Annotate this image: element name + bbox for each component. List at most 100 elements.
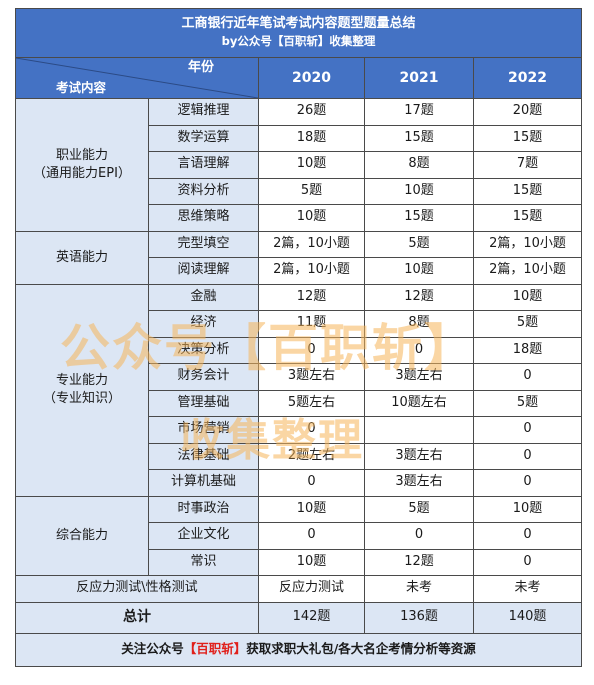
value-cell: 0 — [472, 548, 583, 576]
exam-summary-table: 工商银行近年笔试考试内容题型题量总结 by公众号【百职斩】收集整理 年份 考试内… — [14, 8, 583, 667]
value-cell: 10题 — [258, 204, 365, 232]
year-axis-label: 年份 — [187, 60, 214, 75]
sub-item-label: 思维策略 — [148, 204, 259, 232]
footer-note: 关注公众号【百职斩】获取求职大礼包/各大名企考情分析等资源 — [14, 632, 583, 667]
value-cell: 26题 — [258, 98, 365, 126]
value-cell: 0 — [472, 522, 583, 550]
sub-item-label: 法律基础 — [148, 442, 259, 470]
value-cell: 15题 — [472, 124, 583, 152]
value-cell: 反应力测试 — [258, 575, 365, 603]
year-header-2021: 2021 — [364, 57, 474, 99]
diagonal-header-cell: 年份 考试内容 — [15, 57, 259, 99]
table-row: 市场营销 0 0 — [16, 416, 583, 444]
total-2021: 136题 — [364, 601, 474, 634]
year-header-2022: 2022 — [472, 57, 583, 99]
title-row: 工商银行近年笔试考试内容题型题量总结 by公众号【百职斩】收集整理 — [14, 8, 583, 58]
content-axis-label: 考试内容 — [56, 79, 107, 95]
sub-item-label: 阅读理解 — [148, 257, 259, 285]
table-row: 言语理解 10题 8题 7题 — [16, 151, 583, 179]
value-cell: 18题 — [258, 124, 365, 152]
value-cell: 未考 — [472, 575, 583, 603]
value-cell: 10题 — [258, 495, 365, 523]
title-line1: 工商银行近年笔试考试内容题型题量总结 — [181, 16, 416, 32]
value-cell: 15题 — [364, 124, 474, 152]
year-header-2020: 2020 — [258, 57, 365, 99]
table-row: 经济 11题 8题 5题 — [16, 310, 583, 338]
value-cell: 5题 — [364, 495, 474, 523]
table-row: 思维策略 10题 15题 15题 — [16, 204, 583, 232]
sub-item-label: 决策分析 — [148, 336, 259, 364]
category-label: 综合能力 — [15, 495, 149, 576]
table-row: 计算机基础 0 3题左右 0 — [16, 469, 583, 497]
table-row: 决策分析 0 0 18题 — [16, 336, 583, 364]
value-cell: 10题 — [258, 151, 365, 179]
value-cell: 18题 — [472, 336, 583, 364]
value-cell: 0 — [472, 469, 583, 497]
value-cell: 17题 — [364, 98, 474, 126]
value-cell: 15题 — [472, 204, 583, 232]
category-label: 职业能力 （通用能力EPI） — [15, 98, 149, 232]
value-cell: 12题 — [364, 283, 474, 311]
total-row: 总计 142题 136题 140题 — [15, 601, 583, 634]
value-cell: 3题左右 — [258, 363, 365, 391]
category-label: 英语能力 — [15, 230, 149, 285]
footer-brand: 【百职斩】 — [183, 641, 247, 657]
value-cell: 5题 — [472, 310, 583, 338]
value-cell: 0 — [364, 336, 474, 364]
value-cell: 3题左右 — [364, 442, 474, 470]
footer-post: 获取求职大礼包/各大名企考情分析等资源 — [246, 641, 476, 657]
value-cell: 5题 — [472, 389, 583, 417]
table-body: 职业能力 （通用能力EPI） 逻辑推理 26题 17题 20题 数学运算 18题 15题 15题… — [15, 98, 583, 603]
sub-item-label: 计算机基础 — [148, 469, 259, 497]
table-row: 数学运算 18题 15题 15题 — [16, 124, 583, 152]
table-row: 法律基础 2题左右 3题左右 0 — [16, 442, 583, 470]
value-cell: 5题左右 — [258, 389, 365, 417]
value-cell: 10题 — [472, 283, 583, 311]
value-cell: 8题 — [364, 151, 474, 179]
value-cell: 0 — [364, 522, 474, 550]
value-cell: 8题 — [364, 310, 474, 338]
total-2022: 140题 — [472, 601, 583, 634]
sub-item-label: 金融 — [148, 283, 259, 311]
table-row: 综合能力 时事政治 10题 5题 10题 — [15, 495, 583, 576]
sub-item-label: 经济 — [148, 310, 259, 338]
value-cell: 0 — [472, 442, 583, 470]
value-cell — [364, 416, 474, 444]
value-cell: 0 — [258, 416, 365, 444]
value-cell: 10题 — [258, 548, 365, 576]
sub-item-label: 反应力测试\性格测试 — [15, 575, 259, 603]
value-cell: 0 — [258, 522, 365, 550]
value-cell: 0 — [258, 336, 365, 364]
sub-item-label: 资料分析 — [148, 177, 259, 205]
value-cell: 7题 — [472, 151, 583, 179]
value-cell: 5题 — [364, 230, 474, 258]
sub-item-label: 言语理解 — [148, 151, 259, 179]
sub-item-label: 财务会计 — [148, 363, 259, 391]
table-row: 管理基础 5题左右 10题左右 5题 — [16, 389, 583, 417]
table-title: 工商银行近年笔试考试内容题型题量总结 by公众号【百职斩】收集整理 — [14, 8, 583, 58]
value-cell: 0 — [472, 363, 583, 391]
value-cell: 5题 — [258, 177, 365, 205]
table-row: 反应力测试\性格测试 反应力测试 未考 未考 — [15, 575, 583, 603]
exam-summary-sheet: 工商银行近年笔试考试内容题型题量总结 by公众号【百职斩】收集整理 年份 考试内… — [14, 8, 583, 671]
value-cell: 20题 — [472, 98, 583, 126]
table-row: 专业能力 （专业知识） 金融 12题 12题 10题 — [15, 283, 583, 497]
value-cell: 2篇，10小题 — [472, 257, 583, 285]
value-cell: 未考 — [364, 575, 474, 603]
footer-pre: 关注公众号 — [121, 641, 184, 657]
table-row: 资料分析 5题 10题 15题 — [16, 177, 583, 205]
value-cell: 15题 — [472, 177, 583, 205]
header-row: 年份 考试内容 2020 2021 2022 — [15, 57, 583, 99]
sub-item-label: 市场营销 — [148, 416, 259, 444]
title-line2: by公众号【百职斩】收集整理 — [221, 34, 376, 49]
value-cell: 10题 — [364, 177, 474, 205]
table-row: 职业能力 （通用能力EPI） 逻辑推理 26题 17题 20题 — [15, 98, 583, 232]
value-cell: 10题 — [472, 495, 583, 523]
sub-item-label: 数学运算 — [148, 124, 259, 152]
total-label: 总计 — [15, 601, 259, 634]
sub-item-label: 企业文化 — [148, 522, 259, 550]
value-cell: 15题 — [364, 204, 474, 232]
value-cell: 3题左右 — [364, 363, 474, 391]
table-row: 英语能力 完型填空 2篇，10小题 5题 2篇，10小题 — [15, 230, 583, 285]
footer-row: 关注公众号【百职斩】获取求职大礼包/各大名企考情分析等资源 — [14, 632, 583, 667]
